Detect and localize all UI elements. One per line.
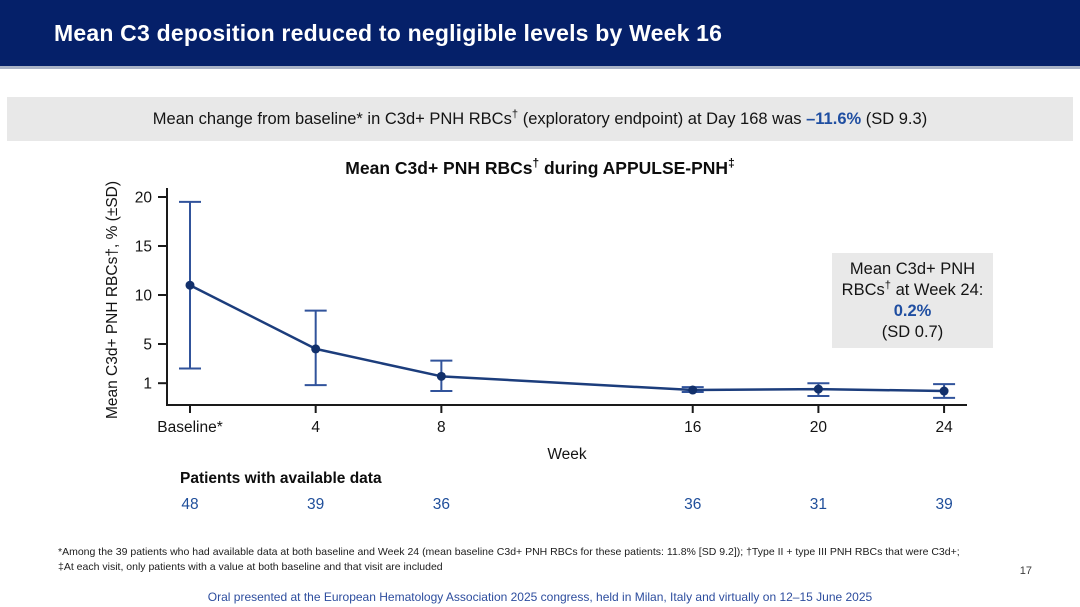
annotation-dagger: † bbox=[884, 279, 891, 292]
patients-count: 36 bbox=[684, 496, 701, 513]
annotation-line1: Mean C3d+ PNH bbox=[849, 260, 976, 278]
patients-row-label: Patients with available data bbox=[180, 470, 382, 487]
annotation-line2: RBCs† at Week 24: bbox=[832, 280, 993, 301]
footnote-line2: ‡At each visit, only patients with a val… bbox=[58, 561, 443, 573]
data-point bbox=[813, 384, 823, 394]
footnote-line1: *Among the 39 patients who had available… bbox=[58, 546, 960, 558]
banner-text-after: (SD 9.3) bbox=[861, 109, 928, 128]
x-tick-label: 8 bbox=[437, 419, 446, 436]
patients-count: 48 bbox=[181, 496, 198, 513]
y-tick-label: 5 bbox=[143, 337, 152, 354]
x-axis-label: Week bbox=[547, 446, 587, 463]
x-tick-label: 20 bbox=[810, 419, 828, 436]
slide-title: Mean C3 deposition reduced to negligible… bbox=[54, 19, 723, 46]
slide-header: Mean C3 deposition reduced to negligible… bbox=[0, 0, 1080, 69]
annotation-line2-post: at Week 24: bbox=[891, 281, 984, 299]
data-point bbox=[311, 344, 321, 354]
banner-dagger: † bbox=[511, 108, 519, 120]
series-line bbox=[189, 284, 945, 393]
banner-text-before: Mean change from baseline* in C3d+ PNH R… bbox=[152, 109, 512, 128]
annotation-line2-pre: RBCs bbox=[841, 281, 885, 299]
key-result-banner: Mean change from baseline* in C3d+ PNH R… bbox=[7, 97, 1073, 141]
data-point bbox=[688, 385, 698, 395]
data-point bbox=[436, 371, 446, 381]
patients-count: 31 bbox=[810, 496, 827, 513]
chart-title-ddagger: ‡ bbox=[728, 156, 735, 171]
chart-title: Mean C3d+ PNH RBCs† during APPULSE-PNH‡ bbox=[0, 156, 1080, 179]
banner-text-mid: (exploratory endpoint) at Day 168 was bbox=[518, 109, 807, 128]
chart-title-dagger: † bbox=[532, 156, 540, 171]
footer-citation: Oral presented at the European Hematolog… bbox=[207, 590, 873, 604]
y-tick-label: 10 bbox=[135, 288, 153, 305]
banner-text: Mean change from baseline* in C3d+ PNH R… bbox=[152, 108, 928, 129]
chart-title-pre: Mean C3d+ PNH RBCs bbox=[345, 158, 533, 178]
axis-lines bbox=[166, 188, 967, 406]
banner-value: –11.6% bbox=[806, 109, 862, 128]
patients-count: 39 bbox=[935, 496, 952, 513]
y-tick-label: 20 bbox=[135, 190, 153, 207]
annotation-sd: (SD 0.7) bbox=[881, 323, 944, 341]
y-tick-label: 1 bbox=[143, 376, 152, 393]
footnotes: *Among the 39 patients who had available… bbox=[58, 545, 1028, 575]
y-tick-label: 15 bbox=[135, 239, 152, 256]
data-point bbox=[939, 386, 949, 396]
annotation-value: 0.2% bbox=[893, 302, 932, 320]
page-number: 17 bbox=[1019, 565, 1032, 577]
patients-count: 39 bbox=[307, 496, 324, 513]
x-tick-label: 16 bbox=[684, 419, 701, 436]
patients-count: 36 bbox=[433, 496, 450, 513]
x-tick-label: 4 bbox=[311, 419, 320, 436]
week24-annotation-box: Mean C3d+ PNH RBCs† at Week 24: 0.2% (SD… bbox=[832, 253, 993, 348]
chart-area: 1 5 10 15 20 Baseline* 4 8 16 20 24 Week Patients wi… bbox=[100, 172, 1010, 517]
x-tick-label: 24 bbox=[935, 419, 953, 436]
data-point bbox=[185, 280, 195, 290]
chart-title-mid: during APPULSE-PNH bbox=[539, 158, 729, 178]
x-tick-label: Baseline* bbox=[157, 419, 223, 436]
